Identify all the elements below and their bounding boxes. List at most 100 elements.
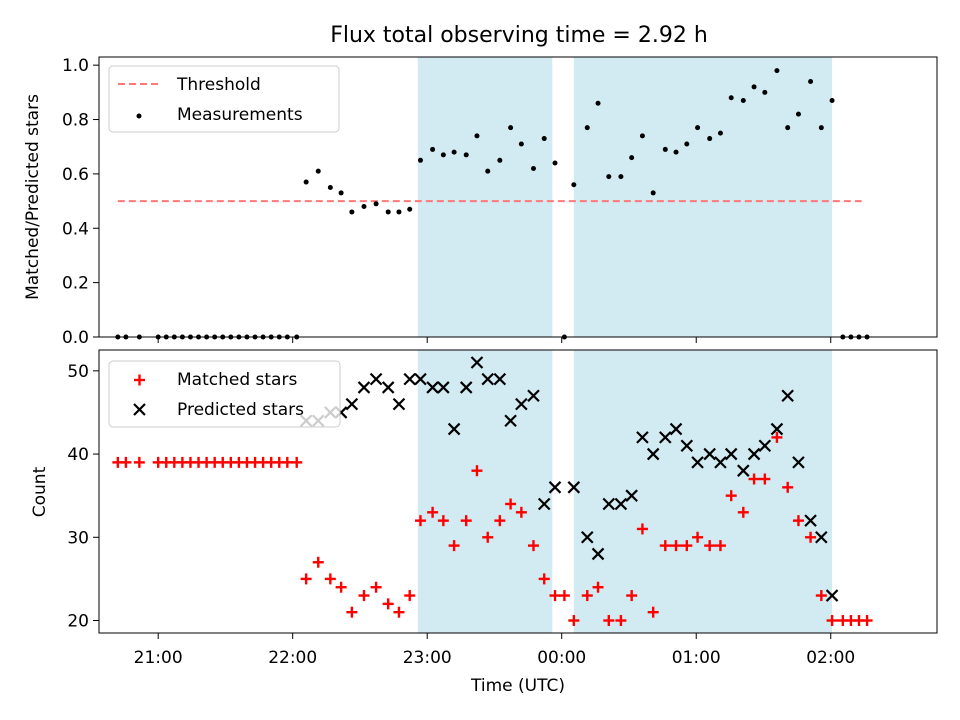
predicted-star-point — [403, 372, 416, 386]
measurement-point — [684, 141, 690, 147]
matched-star-point — [581, 590, 593, 602]
matched-star-point — [358, 590, 370, 602]
measurement-point — [650, 190, 656, 196]
predicted-star-point — [459, 381, 473, 394]
bottom-observing-windows — [417, 350, 833, 633]
matched-star-point — [714, 540, 726, 552]
measurement-point — [818, 125, 824, 131]
matched-stars-series — [112, 431, 873, 627]
matched-star-point — [460, 515, 472, 527]
matched-star-point — [636, 523, 648, 535]
predicted-star-point — [724, 447, 738, 461]
predicted-star-point — [669, 422, 683, 436]
observing-window-1 — [417, 350, 553, 633]
matched-star-point — [133, 456, 145, 468]
measurement-point — [795, 111, 801, 117]
matched-star-point — [815, 590, 827, 602]
predicted-star-point — [781, 389, 794, 403]
measurement-point — [774, 68, 780, 74]
predicted-star-point — [447, 422, 461, 436]
predicted-star-point — [758, 439, 772, 452]
x-tick-label: 21:00 — [134, 648, 183, 668]
y-tick-label: 0.2 — [62, 274, 89, 294]
top-y-axis-ticks: 0.0 0.2 0.4 0.6 0.8 1.0 — [62, 56, 99, 348]
measurement-point — [463, 152, 469, 158]
predicted-star-point — [625, 489, 638, 502]
matched-star-point — [603, 615, 615, 627]
bottom-legend-box — [108, 360, 341, 428]
measurement-point — [530, 165, 536, 171]
matched-star-point — [281, 456, 293, 468]
bottom-x-axis-ticks: 21:00 22:00 23:00 00:00 01:00 02:00 — [134, 633, 855, 668]
x-axis-label: Time (UTC) — [470, 676, 565, 696]
matched-star-point — [626, 590, 638, 602]
observing-window-2 — [573, 57, 833, 337]
matched-star-point — [471, 465, 483, 477]
predicted-star-point — [527, 389, 540, 403]
matched-star-point — [782, 481, 794, 493]
predicted-star-point — [825, 589, 839, 602]
measurement-point — [474, 133, 480, 139]
matched-star-point — [346, 606, 358, 618]
matched-star-point — [692, 531, 704, 543]
matched-star-point — [515, 506, 527, 518]
predicted-star-point — [493, 372, 507, 386]
x-tick-label: 02:00 — [806, 648, 855, 668]
top-axes-frame — [98, 56, 938, 338]
measurement-point — [508, 125, 514, 131]
measurement-point — [639, 133, 645, 139]
predicted-star-point — [747, 447, 761, 461]
measurement-point — [338, 190, 344, 196]
predicted-star-point — [714, 456, 727, 469]
legend-measurements-label: Measurements — [177, 105, 303, 125]
matched-star-point — [393, 606, 405, 618]
matched-star-point — [748, 473, 760, 485]
y-tick-label: 0.8 — [62, 111, 89, 131]
predicted-star-point — [537, 497, 551, 511]
matched-star-point — [725, 490, 737, 502]
predicted-star-point — [515, 397, 528, 411]
matched-star-point — [382, 598, 394, 610]
bottom-axes-frame — [98, 349, 938, 634]
predicted-star-point — [567, 481, 581, 494]
measurement-point — [629, 155, 635, 161]
predicted-star-point — [680, 439, 694, 452]
measurement-point — [695, 125, 701, 131]
predicted-star-point — [414, 372, 427, 386]
measurement-point — [303, 179, 309, 185]
predicted-star-point — [381, 381, 395, 394]
predicted-star-point — [691, 456, 704, 469]
y-tick-label: 0.0 — [62, 328, 89, 348]
predicted-star-point — [804, 514, 817, 527]
measurement-point — [373, 201, 379, 207]
legend-measurements-swatch — [136, 113, 142, 119]
matched-star-point — [437, 515, 449, 527]
bottom-legend: Matched stars Predicted stars — [108, 360, 341, 428]
predicted-stars-series — [299, 356, 839, 602]
observing-window-1 — [417, 57, 553, 337]
legend-predicted-swatch — [133, 403, 146, 416]
legend-threshold-label: Threshold — [176, 75, 261, 95]
measurement-point — [662, 146, 668, 152]
measurement-point — [518, 141, 524, 147]
measurement-point — [315, 168, 321, 174]
matched-star-point — [312, 556, 324, 568]
measurement-point — [606, 174, 612, 180]
y-tick-label: 40 — [67, 445, 89, 465]
legend-matched-label: Matched stars — [177, 370, 297, 390]
predicted-star-point — [426, 381, 439, 394]
measurement-point — [385, 209, 391, 215]
measurement-point — [552, 160, 558, 166]
predicted-star-point — [703, 447, 716, 461]
measurement-point — [485, 168, 491, 174]
x-tick-label: 00:00 — [537, 648, 586, 668]
measurement-point — [497, 157, 503, 163]
top-observing-windows — [417, 57, 833, 337]
matched-star-point — [771, 431, 783, 443]
matched-star-point — [120, 456, 132, 468]
top-x-axis-ticks — [157, 337, 832, 343]
measurement-point — [396, 209, 402, 215]
bottom-y-axis-ticks: 20 30 40 50 — [67, 362, 99, 632]
top-legend: Threshold Measurements — [108, 65, 340, 133]
